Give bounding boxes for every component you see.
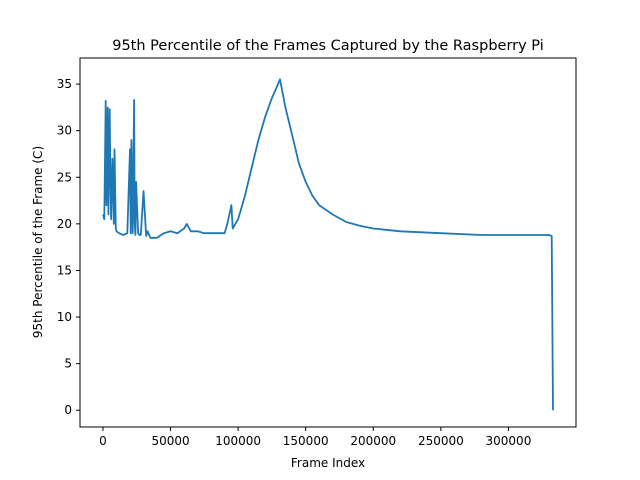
- y-tick-label: 20: [57, 217, 72, 231]
- series-layer: [102, 78, 554, 411]
- x-axis: 0 50000 100000 150000 200000 250000 300000: [99, 427, 531, 448]
- x-tick-label: 250000: [418, 434, 464, 448]
- y-tick-label: 35: [57, 77, 72, 91]
- y-tick-label: 5: [64, 357, 72, 371]
- x-tick-label: 50000: [151, 434, 189, 448]
- axes-frame: [79, 57, 577, 428]
- x-tick-label: 0: [99, 434, 107, 448]
- x-tick-label: 200000: [350, 434, 396, 448]
- y-tick-label: 0: [64, 403, 72, 417]
- y-tick-label: 25: [57, 170, 72, 184]
- x-tick-label: 150000: [283, 434, 329, 448]
- y-axis-label: 95th Percentile of the Frame (C): [31, 146, 45, 338]
- x-tick-label: 100000: [215, 434, 261, 448]
- plot-area: 0 50000 100000 150000 200000 250000 300000 0 5 1…: [57, 57, 577, 448]
- chart-title: 95th Percentile of the Frames Captured b…: [112, 38, 544, 54]
- y-axis: 0 5 10 15 20 25 30 35: [57, 77, 80, 417]
- y-tick-label: 10: [57, 310, 72, 324]
- x-tick-label: 300000: [486, 434, 532, 448]
- y-tick-label: 30: [57, 124, 72, 138]
- y-tick-label: 15: [57, 263, 72, 277]
- x-axis-label: Frame Index: [291, 456, 365, 470]
- series-line: [102, 78, 554, 411]
